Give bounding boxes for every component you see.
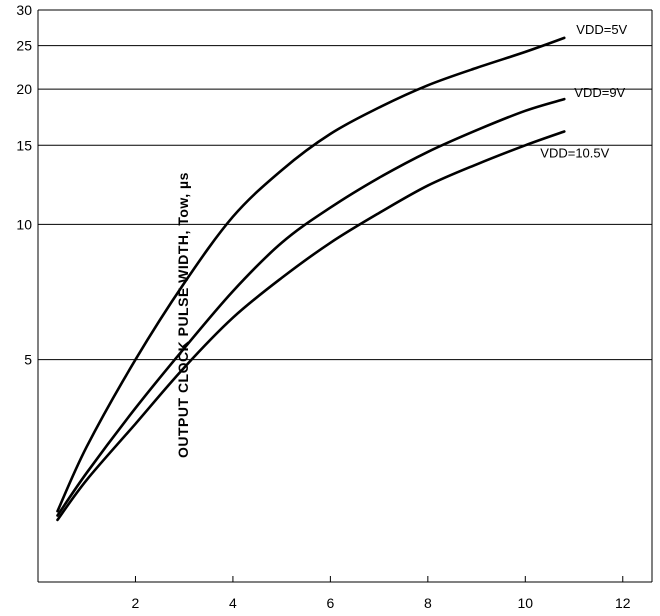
x-tick-label: 10 (518, 595, 534, 611)
series-line (56, 130, 566, 522)
x-tick-labels: 2 4 6 8 10 12 (132, 595, 631, 611)
axes (37, 9, 653, 583)
series-labels: VDD=5V VDD=9V VDD=10.5V (540, 22, 627, 161)
x-tick-label: 2 (132, 595, 140, 611)
y-tick-label: 10 (16, 216, 32, 232)
x-tick-label: 12 (615, 595, 631, 611)
x-tick-label: 8 (424, 595, 432, 611)
series-label: VDD=9V (574, 85, 625, 100)
x-tick-label: 4 (229, 595, 237, 611)
series-label: VDD=5V (576, 22, 627, 37)
series-line (56, 97, 566, 517)
y-tick-label: 25 (16, 38, 32, 54)
y-tick-labels: 5 10 15 20 25 30 (16, 2, 32, 368)
series-label: VDD=10.5V (540, 145, 609, 160)
y-tick-label: 20 (16, 81, 32, 97)
series-line (56, 36, 566, 513)
y-tick-label: 30 (16, 2, 32, 18)
y-axis-label: OUTPUT CLOCK PULSE WIDTH, Tow, µs (175, 172, 191, 458)
y-tick-label: 15 (16, 137, 32, 153)
x-tick-label: 6 (326, 595, 334, 611)
y-tick-label: 5 (24, 352, 32, 368)
series-lines (56, 36, 566, 522)
grid-lines (38, 45, 652, 361)
